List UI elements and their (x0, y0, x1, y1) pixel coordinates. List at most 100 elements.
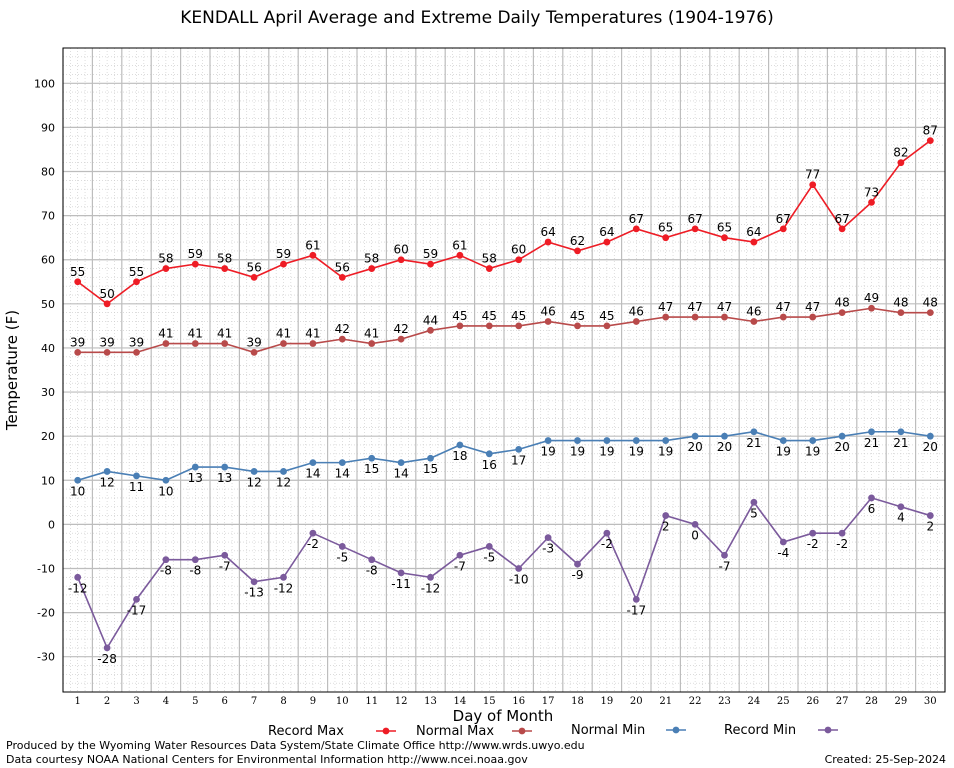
y-tick-label: -20 (37, 607, 55, 620)
data-label: 47 (687, 300, 702, 314)
data-label: 47 (805, 300, 820, 314)
data-label: 67 (687, 212, 702, 226)
data-label: 20 (923, 440, 938, 454)
x-tick-label: 5 (192, 696, 198, 707)
data-label: -3 (542, 542, 554, 556)
data-point (309, 251, 317, 259)
data-point (456, 251, 464, 259)
data-label: 41 (217, 327, 232, 341)
y-tick-label: -30 (37, 651, 55, 664)
data-label: 39 (129, 335, 144, 349)
y-tick-label: 20 (41, 430, 55, 443)
x-tick-label: 15 (483, 696, 496, 707)
data-point (162, 476, 170, 484)
data-label: 18 (452, 449, 467, 463)
data-point (368, 454, 376, 462)
data-label: -2 (836, 537, 848, 551)
data-point (103, 300, 111, 308)
x-tick-label: 7 (251, 696, 257, 707)
data-point (280, 340, 287, 347)
data-label: 61 (452, 238, 467, 252)
data-label: 0 (691, 528, 699, 542)
series-line (77, 307, 931, 354)
data-point (691, 225, 699, 233)
data-label: -8 (189, 564, 201, 578)
data-label: 14 (305, 467, 320, 481)
data-point (133, 278, 140, 286)
data-label: -10 (509, 572, 529, 586)
y-tick-label: 80 (41, 166, 55, 179)
footer-created: Created: 25-Sep-2024 (824, 753, 946, 766)
data-point (574, 247, 581, 255)
data-point (515, 256, 523, 264)
x-tick-label: 1 (75, 696, 81, 707)
data-point (779, 538, 787, 546)
data-label: 19 (570, 445, 585, 459)
data-label: 45 (511, 309, 526, 323)
data-point (515, 445, 523, 453)
data-point (221, 265, 229, 272)
data-point (691, 432, 699, 440)
data-label: 41 (305, 327, 320, 341)
x-tick-label: 28 (865, 696, 878, 707)
data-label: -9 (572, 568, 584, 582)
data-label: -2 (307, 537, 319, 551)
data-label: -12 (274, 581, 294, 595)
data-point (456, 551, 464, 559)
data-point (632, 318, 640, 325)
data-point (691, 520, 699, 528)
data-label: 58 (217, 252, 232, 266)
data-label: 45 (452, 309, 467, 323)
data-point (691, 313, 699, 321)
x-tick-label: 13 (424, 696, 437, 707)
data-point (779, 313, 787, 321)
data-point (868, 304, 875, 312)
data-point (544, 437, 552, 444)
data-point (250, 348, 258, 356)
data-label: 46 (540, 304, 555, 318)
series-line (76, 496, 931, 650)
data-point (897, 159, 905, 167)
data-point (750, 238, 758, 246)
data-point (368, 556, 376, 564)
data-point (721, 432, 728, 440)
data-label: 45 (599, 309, 614, 323)
data-point (162, 340, 170, 347)
x-tick-label: 17 (542, 696, 555, 707)
data-point (309, 529, 317, 537)
data-point (74, 573, 82, 581)
data-point (309, 459, 317, 467)
data-label: 6 (868, 502, 876, 516)
data-label: 47 (776, 300, 791, 314)
data-label: 19 (776, 445, 791, 459)
data-point (485, 450, 493, 458)
x-axis-label: Day of Month (453, 707, 554, 725)
data-label: 19 (805, 445, 820, 459)
y-tick-label: -10 (37, 562, 55, 575)
data-label: 73 (864, 185, 879, 199)
data-label: 48 (834, 296, 849, 310)
data-label: -13 (244, 586, 264, 600)
data-point (427, 260, 434, 268)
data-label: 14 (335, 467, 350, 481)
x-tick-label: 19 (601, 696, 614, 707)
data-label: 67 (629, 212, 644, 226)
y-tick-label: 100 (34, 77, 55, 90)
data-point (191, 556, 199, 564)
data-label: 10 (70, 484, 85, 498)
data-point (662, 234, 670, 242)
data-point (280, 260, 287, 268)
data-label: -2 (807, 537, 819, 551)
data-label: 19 (599, 445, 614, 459)
data-point (750, 428, 758, 436)
data-label: 16 (482, 458, 497, 472)
data-point (838, 432, 846, 440)
data-label: 56 (246, 260, 261, 274)
data-point (221, 340, 229, 347)
footer-courtesy: Data courtesy NOAA National Centers for … (6, 753, 528, 766)
data-label: 64 (599, 225, 614, 239)
y-tick-label: 50 (41, 298, 55, 311)
data-point (662, 313, 670, 321)
data-point (397, 459, 405, 467)
